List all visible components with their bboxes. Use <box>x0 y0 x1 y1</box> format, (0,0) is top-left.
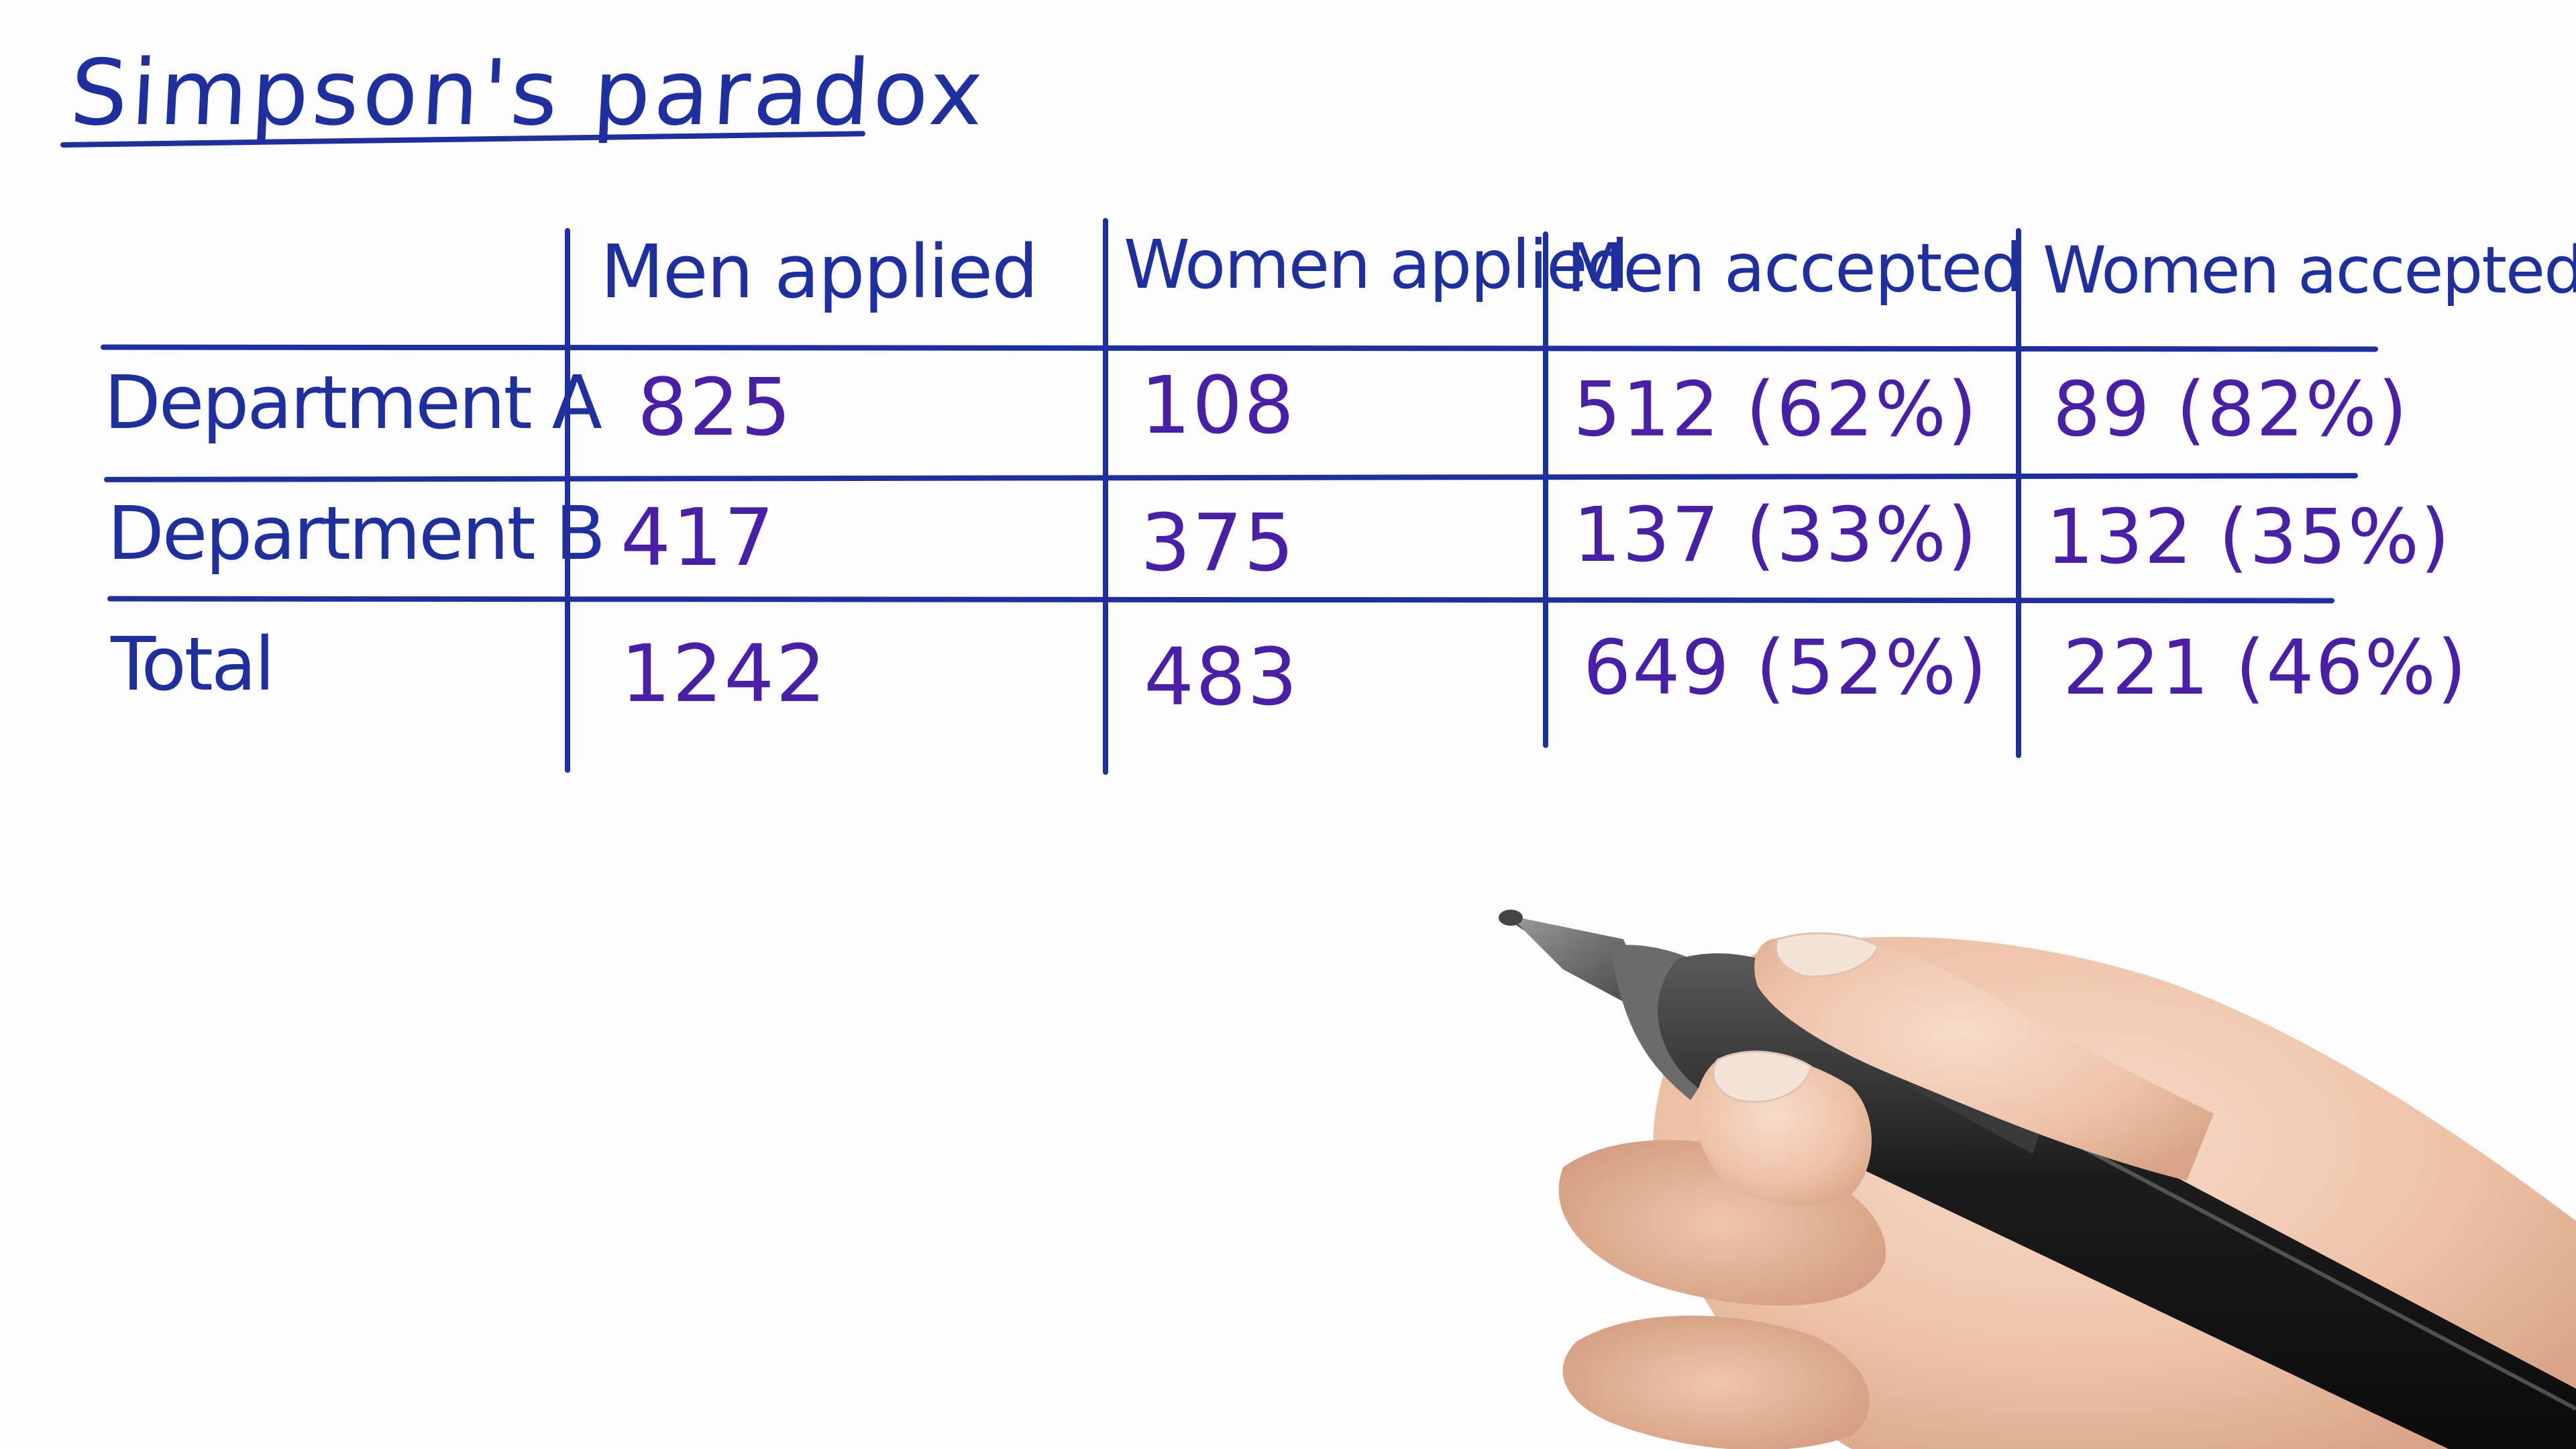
header-men-accepted: Men accepted <box>1566 229 2023 307</box>
column-divider-2 <box>1103 218 1108 775</box>
table-cell: 649 (52%) <box>1583 625 1988 712</box>
header-women-accepted: Women accepted <box>2043 233 2576 308</box>
table-cell: 137 (33%) <box>1573 492 1978 579</box>
table-cell: 483 <box>1144 631 1299 723</box>
table-cell: 132 (35%) <box>2046 494 2451 581</box>
row-label: Total <box>111 621 275 707</box>
column-divider-1 <box>565 228 570 773</box>
column-divider-4 <box>2016 228 2021 758</box>
column-divider-3 <box>1543 231 1548 748</box>
header-women-applied: Women applied <box>1124 225 1629 304</box>
header-men-applied: Men applied <box>600 229 1038 315</box>
page-title: Simpson's paradox <box>67 40 989 146</box>
table-cell: 512 (62%) <box>1573 366 1978 453</box>
row-label: Department A <box>104 360 602 445</box>
row-divider-b <box>107 596 2335 604</box>
header-divider <box>100 344 2379 352</box>
table-cell: 375 <box>1140 496 1296 589</box>
table-cell: 417 <box>621 491 776 584</box>
table-cell: 825 <box>637 361 793 453</box>
table-cell: 1242 <box>621 627 828 720</box>
row-label: Department B <box>107 490 606 576</box>
table-cell: 108 <box>1140 359 1296 451</box>
table-cell: 221 (46%) <box>2063 625 2468 712</box>
table-cell: 89 (82%) <box>2053 366 2409 453</box>
